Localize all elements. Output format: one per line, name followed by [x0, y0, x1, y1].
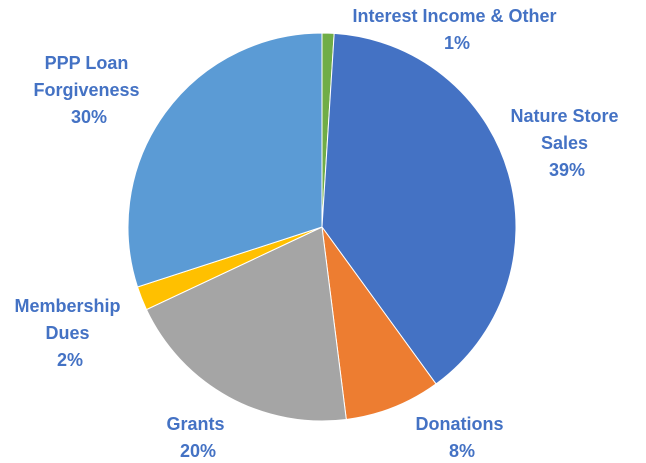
pie-slices: [127, 32, 517, 422]
label-nature-store-sales: Nature Store Sales 39%: [510, 106, 623, 180]
label-grants: Grants 20%: [166, 414, 229, 461]
pie-slice-grants: [145, 226, 347, 422]
pie-labels: Interest Income & Other 1% Nature Store …: [14, 6, 623, 461]
label-ppp-loan-forgiveness: PPP Loan Forgiveness 30%: [33, 53, 144, 127]
label-donations: Donations 8%: [415, 414, 508, 461]
pie-slice-ppp-loan-forgiveness: [127, 32, 323, 288]
pie-slice-donations: [321, 226, 437, 421]
label-membership-dues: Membership Dues 2%: [14, 296, 125, 370]
pie-slice-nature-store-sales: [321, 32, 517, 385]
label-interest-income: Interest Income & Other 1%: [352, 6, 561, 53]
